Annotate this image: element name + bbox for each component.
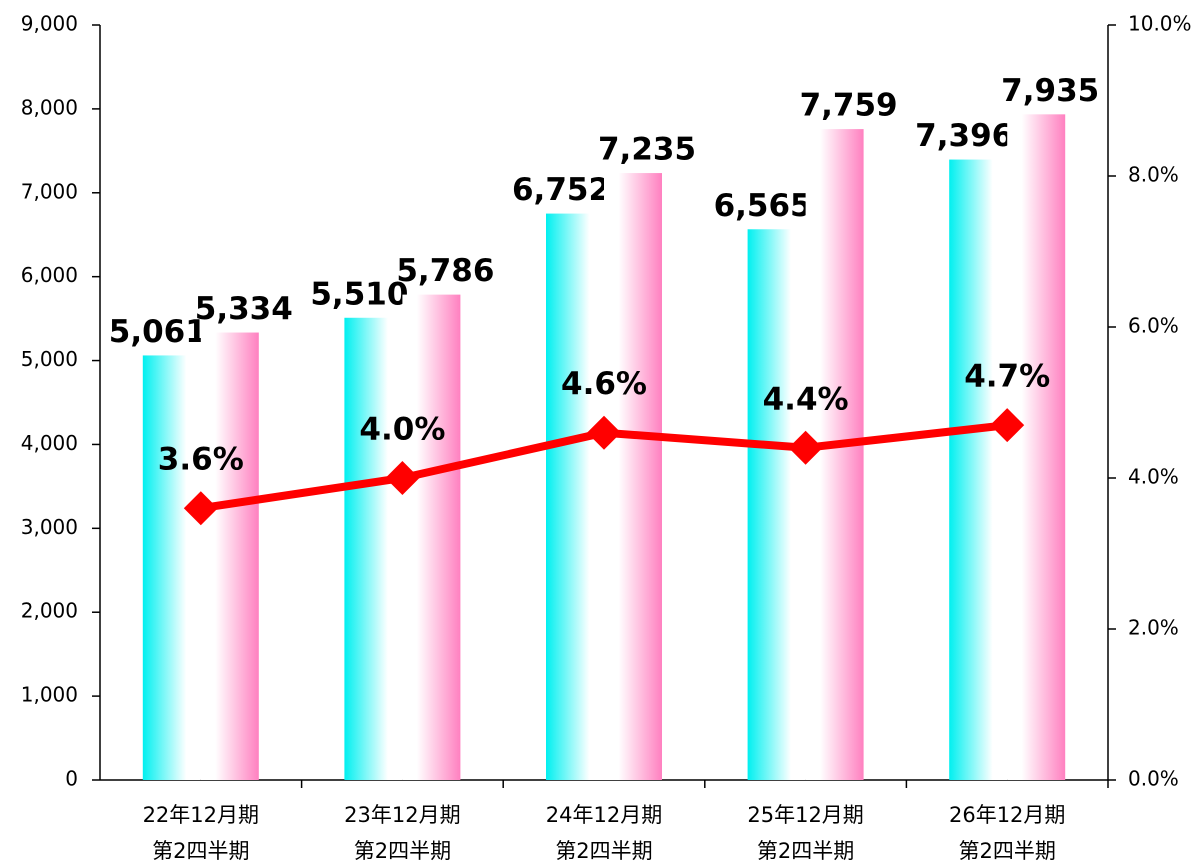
y2-tick-label: 8.0% xyxy=(1128,163,1179,187)
y-tick-label: 3,000 xyxy=(21,515,78,539)
bar-value-label: 6,565 xyxy=(714,188,812,224)
bar-value-label: 5,786 xyxy=(396,253,494,289)
y-tick-label: 8,000 xyxy=(21,95,78,119)
line-marker xyxy=(587,415,621,450)
bar-value-label: 7,235 xyxy=(598,132,696,168)
y-tick-label: 2,000 xyxy=(21,599,78,623)
y-tick-label: 7,000 xyxy=(21,179,78,203)
line-marker xyxy=(990,408,1025,443)
y2-tick-label: 6.0% xyxy=(1128,314,1179,338)
bar xyxy=(344,317,403,780)
y2-tick-label: 10.0% xyxy=(1128,12,1192,36)
y-tick-label: 6,000 xyxy=(21,263,78,287)
x-tick-label: 第2四半期 xyxy=(757,839,854,863)
y2-tick-label: 4.0% xyxy=(1128,465,1179,489)
bar xyxy=(200,332,259,780)
line-value-label: 4.4% xyxy=(763,381,849,417)
x-tick-label: 第2四半期 xyxy=(152,839,249,863)
bar-value-label: 6,752 xyxy=(512,172,610,208)
bar-value-label: 7,935 xyxy=(1001,73,1099,109)
bar xyxy=(546,213,604,781)
x-tick-label: 25年12月期 xyxy=(747,803,863,827)
line-value-label: 4.0% xyxy=(359,412,445,448)
line-marker xyxy=(788,430,823,465)
y-tick-label: 0 xyxy=(65,767,78,791)
y-tick-label: 5,000 xyxy=(21,347,78,371)
x-tick-label: 第2四半期 xyxy=(354,839,451,863)
x-tick-label: 24年12月期 xyxy=(546,803,662,827)
x-tick-label: 第2四半期 xyxy=(555,839,652,863)
y2-tick-label: 0.0% xyxy=(1128,767,1179,791)
bar-value-label: 7,759 xyxy=(800,88,898,124)
line-marker xyxy=(385,461,420,495)
bar xyxy=(747,229,806,781)
y-tick-label: 1,000 xyxy=(21,683,78,707)
bar-value-label: 5,334 xyxy=(195,291,293,327)
x-tick-label: 26年12月期 xyxy=(949,803,1065,827)
bar xyxy=(142,355,201,780)
bar xyxy=(949,159,1008,780)
bar xyxy=(1007,114,1066,780)
y2-tick-label: 2.0% xyxy=(1128,616,1179,640)
bar xyxy=(402,294,461,780)
bar-value-label: 7,396 xyxy=(915,118,1013,154)
x-tick-label: 第2四半期 xyxy=(959,839,1056,863)
bar xyxy=(604,173,662,780)
line-value-label: 4.6% xyxy=(561,366,647,402)
bar-value-label: 5,510 xyxy=(310,276,408,312)
line-value-label: 4.7% xyxy=(964,359,1050,395)
y-tick-label: 9,000 xyxy=(21,12,78,36)
y-tick-label: 4,000 xyxy=(21,431,78,455)
x-tick-label: 23年12月期 xyxy=(344,803,460,827)
bar-value-label: 5,061 xyxy=(109,314,207,350)
line-marker xyxy=(183,491,218,526)
x-tick-label: 22年12月期 xyxy=(143,803,259,827)
line-value-label: 3.6% xyxy=(158,442,244,478)
